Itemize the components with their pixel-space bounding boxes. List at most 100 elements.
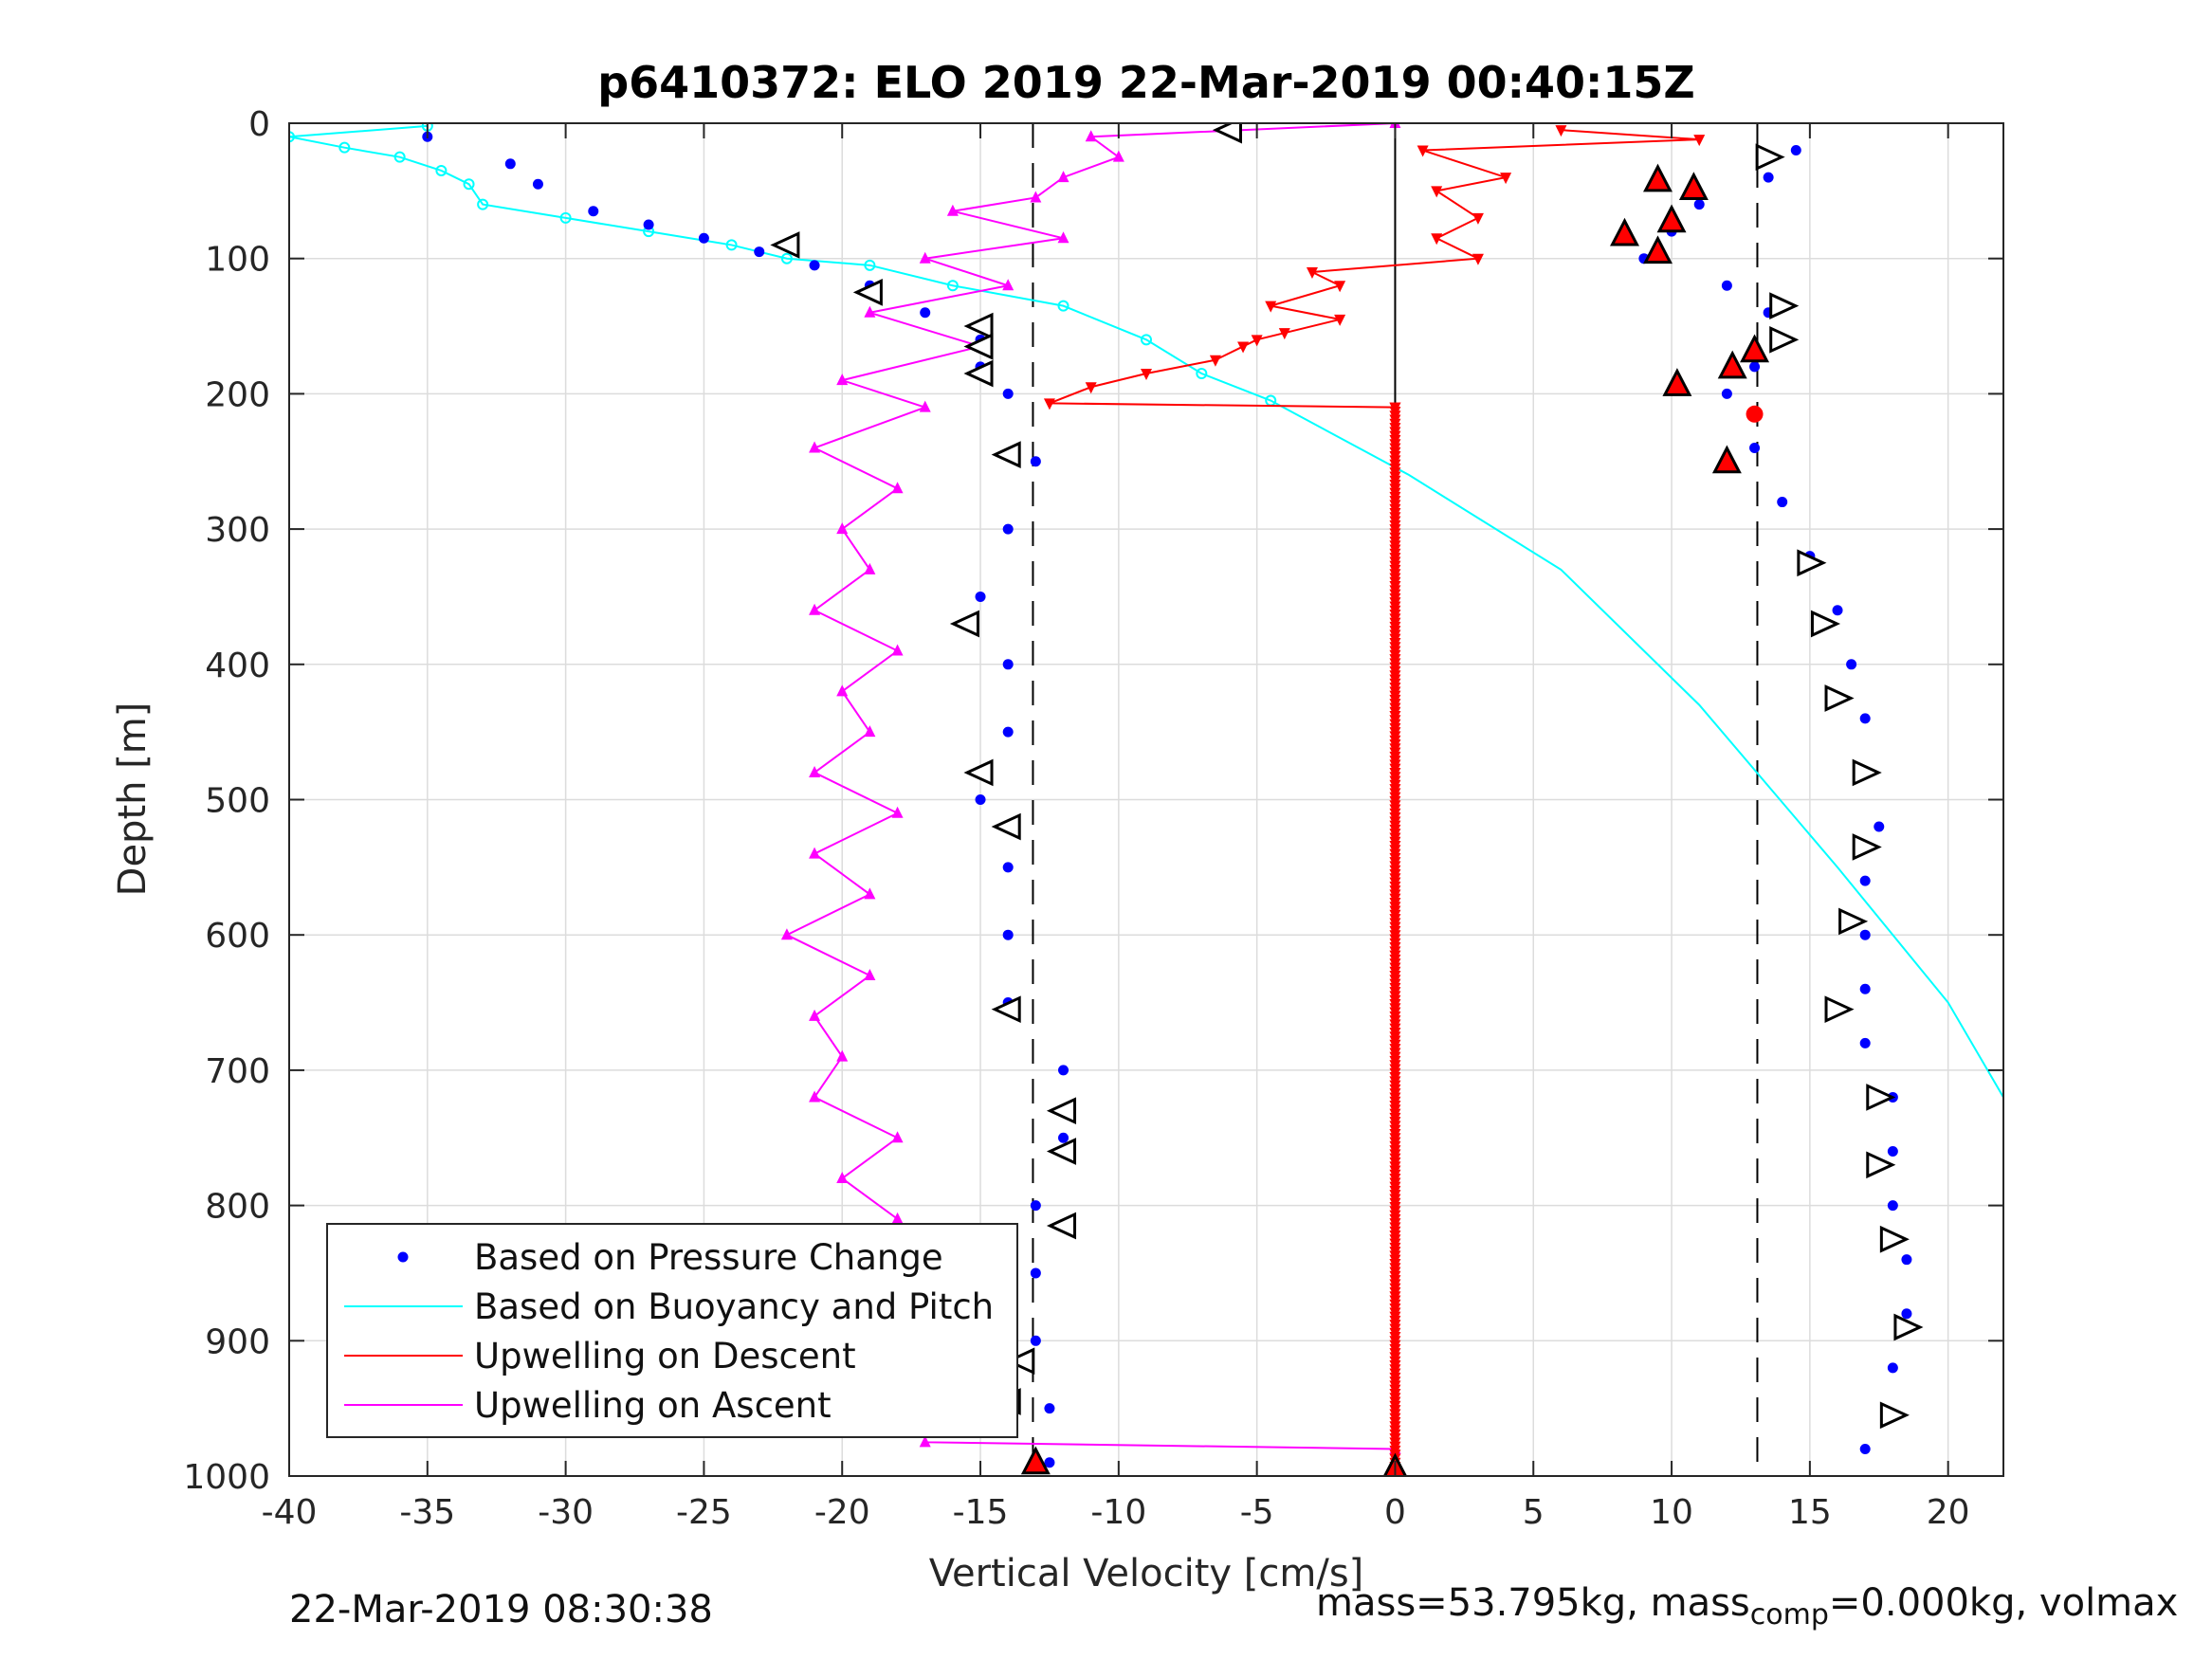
x-tick-label: -25 — [676, 1493, 732, 1532]
red-dot-marker — [1746, 405, 1764, 423]
ascent-direction-marker — [1852, 833, 1882, 861]
upwelling-descent-point — [1500, 173, 1512, 185]
pressure-change-descent-point — [1002, 388, 1014, 399]
descent-direction-marker — [991, 995, 1021, 1024]
upwelling-ascent-point — [919, 251, 931, 264]
x-tick-label: 15 — [1788, 1493, 1832, 1532]
buoyancy-pitch-line — [289, 124, 2003, 1098]
pressure-change-ascent-point — [1859, 875, 1871, 886]
pressure-change-ascent-point — [1887, 1362, 1898, 1374]
buoyancy-pitch-point — [393, 151, 406, 163]
buoyancy-pitch-point — [477, 198, 489, 210]
legend: Based on Pressure Change Based on Buoyanc… — [326, 1223, 1018, 1438]
pressure-change-descent-point — [975, 591, 986, 602]
pressure-change-ascent-point — [1859, 713, 1871, 724]
red-event-marker — [1717, 350, 1747, 379]
x-axis-label: Vertical Velocity [cm/s] — [929, 1552, 1364, 1595]
footer-mass-tail: =0.000kg, volmax — [1828, 1581, 2179, 1625]
upwelling-descent-point — [1251, 335, 1263, 347]
footer-timestamp: 22-Mar-2019 08:30:38 — [289, 1588, 713, 1632]
y-tick-label: 900 — [205, 1322, 270, 1361]
upwelling-ascent-point — [809, 847, 821, 859]
footer-mass-sub: comp — [1749, 1598, 1829, 1632]
footer-mass-text: mass=53.795kg, mass — [1316, 1581, 1750, 1625]
pressure-change-ascent-point — [1901, 1308, 1912, 1320]
upwelling-ascent-point — [891, 1131, 904, 1143]
descent-direction-marker — [770, 231, 800, 259]
upwelling-ascent-point — [891, 1212, 904, 1224]
ascent-direction-marker — [1755, 143, 1785, 172]
upwelling-ascent-point — [891, 806, 904, 818]
upwelling-descent-point — [1278, 328, 1290, 340]
y-axis-label: Depth [m] — [111, 702, 155, 897]
ascent-direction-marker — [1879, 1225, 1910, 1253]
red-event-marker — [1656, 204, 1687, 233]
y-tick-label: 0 — [248, 105, 270, 144]
y-tick-label: 600 — [205, 917, 270, 956]
upwelling-ascent-point — [1112, 150, 1124, 162]
upwelling-ascent-point — [836, 1172, 849, 1184]
pressure-change-descent-point — [975, 794, 986, 805]
upwelling-descent-point — [1237, 341, 1250, 354]
y-tick-label: 300 — [205, 511, 270, 550]
upwelling-ascent-point — [836, 1049, 849, 1062]
pressure-change-descent-point — [1002, 726, 1014, 738]
pressure-change-descent-point — [1030, 456, 1041, 467]
x-tick-label: -40 — [262, 1493, 318, 1532]
upwelling-descent-point — [1043, 398, 1055, 410]
pressure-change-descent-point — [1002, 659, 1014, 670]
legend-entry-label: Based on Buoyancy and Pitch — [474, 1286, 994, 1327]
x-tick-label: -20 — [814, 1493, 870, 1532]
descent-direction-marker — [963, 333, 994, 360]
upwelling-ascent-point — [809, 441, 821, 453]
pressure-change-ascent-point — [1887, 1146, 1898, 1158]
legend-entry-label: Based on Pressure Change — [474, 1237, 943, 1278]
buoyancy-pitch-point — [338, 141, 351, 154]
buoyancy-pitch-point — [946, 280, 959, 292]
buoyancy-pitch-point — [1196, 367, 1208, 379]
pressure-change-descent-point — [1058, 1132, 1069, 1143]
pressure-change-ascent-point — [1874, 821, 1885, 832]
pressure-change-descent-point — [698, 232, 709, 244]
upwelling-ascent-point — [946, 204, 959, 216]
descent-direction-marker — [963, 312, 994, 340]
upwelling-ascent-point — [1057, 171, 1069, 183]
pressure-change-descent-point — [809, 260, 820, 271]
upwelling-ascent-point — [809, 1009, 821, 1021]
upwelling-descent-point — [1472, 212, 1484, 225]
descent-direction-marker — [1046, 1097, 1077, 1125]
upwelling-descent-point — [1431, 186, 1443, 198]
buoyancy-pitch-point — [559, 211, 572, 224]
upwelling-ascent-point — [919, 1435, 931, 1448]
x-tick-label: -10 — [1090, 1493, 1146, 1532]
upwelling-descent-point — [1209, 355, 1221, 367]
pressure-change-descent-point — [588, 206, 599, 217]
pressure-change-ascent-point — [1693, 199, 1705, 210]
upwelling-ascent-point — [809, 765, 821, 777]
y-tick-label: 800 — [205, 1188, 270, 1227]
axis-ticks: -40 -35 -30 -25 -20 -15 -10 -5 0 5 10 15 20010020030… — [183, 105, 2003, 1532]
pressure-change-ascent-point — [1832, 605, 1843, 616]
pressure-change-ascent-point — [1777, 497, 1788, 508]
ascent-direction-marker — [1797, 549, 1827, 577]
x-tick-label: 5 — [1523, 1493, 1545, 1532]
ascent-direction-marker — [1810, 610, 1841, 638]
ascent-direction-marker — [1879, 1401, 1910, 1430]
red-event-marker — [1662, 368, 1692, 396]
upwelling-descent-point — [1141, 368, 1152, 380]
pressure-change-descent-point — [1030, 1335, 1041, 1346]
pressure-change-descent-point — [920, 307, 931, 319]
descent-direction-marker — [991, 812, 1021, 841]
upwelling-ascent-point — [864, 887, 876, 900]
y-tick-label: 200 — [205, 375, 270, 414]
red-event-marker — [1643, 163, 1673, 192]
ascent-direction-marker — [1824, 995, 1855, 1024]
upwelling-descent-point — [1417, 145, 1429, 157]
upwelling-descent-point — [1472, 253, 1484, 265]
upwelling-descent-point — [1334, 314, 1346, 326]
upwelling-descent-point — [1265, 301, 1277, 313]
upwelling-ascent-point — [836, 684, 849, 697]
x-tick-label: 0 — [1384, 1493, 1406, 1532]
descent-direction-marker — [1212, 123, 1242, 144]
